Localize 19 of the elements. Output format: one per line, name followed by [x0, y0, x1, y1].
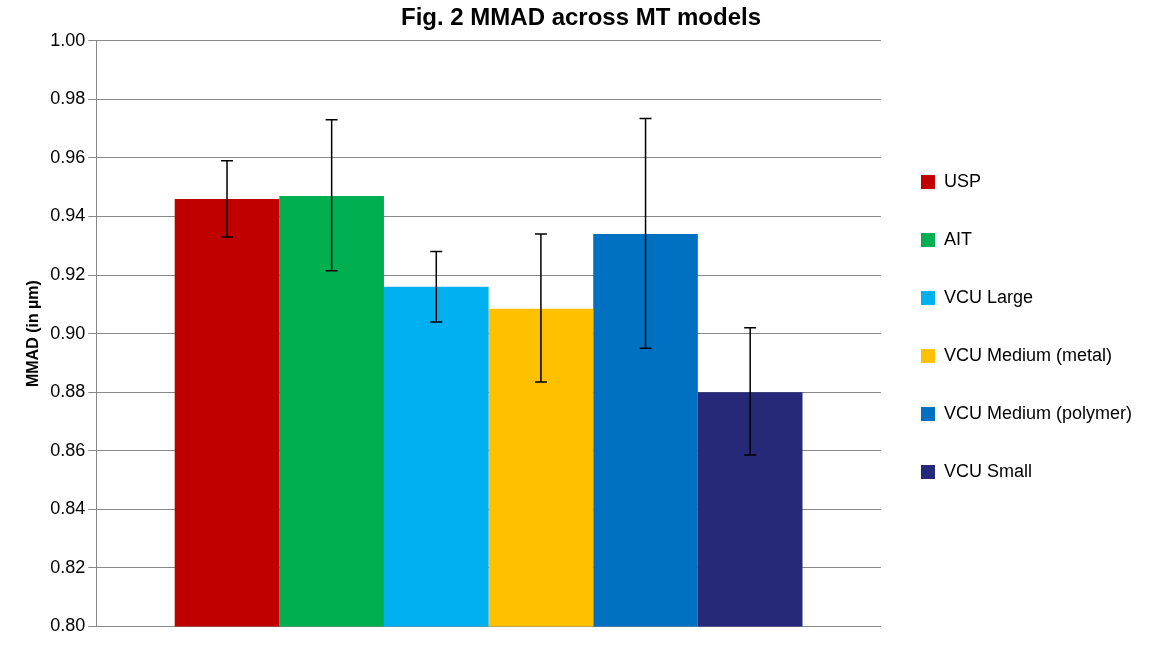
legend-label: AIT: [943, 228, 972, 249]
y-tick-label: 0.88: [50, 381, 86, 402]
legend-label: VCU Medium (polymer): [943, 402, 1133, 423]
legend-label: VCU Large: [943, 286, 1034, 307]
y-tick-label: 0.98: [50, 88, 86, 109]
y-tick-label: 0.92: [50, 264, 86, 285]
legend-label: VCU Small: [943, 460, 1032, 481]
y-tick-label: 1.00: [50, 29, 86, 50]
legend-label: USP: [943, 170, 981, 191]
y-tick-label: 0.86: [50, 439, 86, 460]
chart-title: Fig. 2 MMAD across MT models: [400, 3, 762, 31]
y-axis-title: MMAD (in µm): [24, 280, 42, 388]
y-tick-label: 0.84: [50, 498, 86, 519]
legend-label: VCU Medium (metal): [943, 344, 1112, 365]
y-tick-label: 0.96: [50, 146, 86, 167]
y-tick-label: 0.80: [50, 615, 86, 636]
y-tick-label: 0.82: [50, 556, 86, 577]
y-tick-label: 0.90: [50, 322, 86, 343]
y-tick-label: 0.94: [50, 205, 86, 226]
